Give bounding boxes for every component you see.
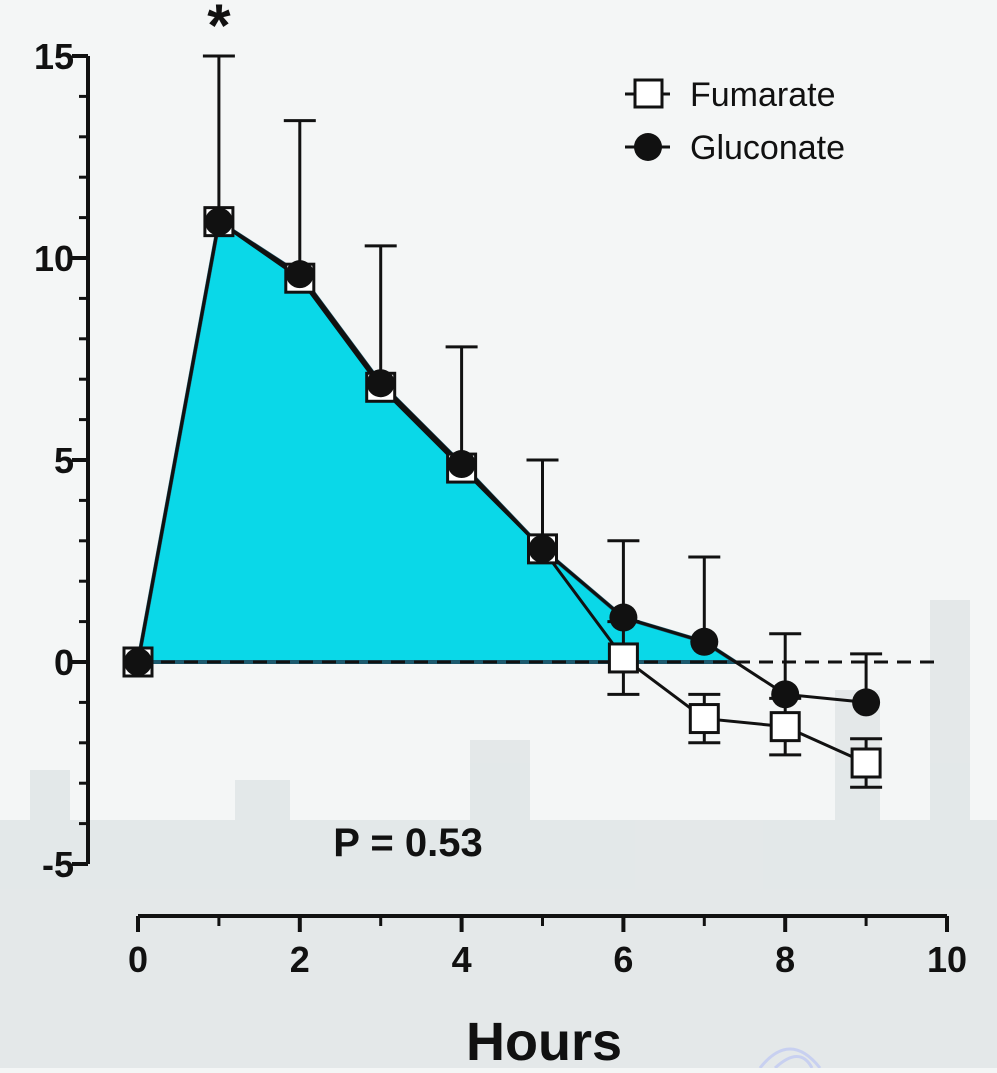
legend-item-gluconate: Gluconate [625,129,845,167]
data-point-gluconate [852,688,881,717]
x-tick-label: 6 [613,939,633,980]
x-axis-title: Hours [466,1012,622,1068]
data-point-gluconate [447,450,476,479]
x-axis: 0 2 4 6 8 10 [128,914,967,980]
data-point-gluconate [285,260,314,289]
data-point-gluconate [366,369,395,398]
y-tick-label: 10 [34,238,74,279]
y-tick-label: -5 [42,844,74,885]
x-tick-label: 0 [128,939,148,980]
legend-label-fumarate: Fumarate [690,76,836,114]
data-point-gluconate [204,207,233,236]
data-point-gluconate [771,680,800,709]
decorative-ribbon [758,1047,822,1070]
x-tick-label: 2 [290,939,310,980]
legend-item-fumarate: Fumarate [625,76,836,114]
p-value-annotation: P = 0.53 [333,821,482,865]
open-square-marker-icon [633,78,664,109]
data-point-gluconate [609,603,638,632]
y-axis: 15 10 5 0 -5 [34,36,90,885]
y-tick-label: 15 [34,36,74,77]
data-point-fumarate [850,747,882,779]
x-tick-label: 10 [927,939,967,980]
y-tick-label: 0 [54,642,74,683]
data-point-gluconate [124,648,152,676]
series-line-gluconate [136,219,867,704]
significance-asterisk: * [207,0,231,59]
x-tick-label: 4 [452,939,472,980]
legend: Fumarate Gluconate [625,76,845,167]
data-point-fumarate [688,703,720,735]
filled-circle-marker-icon [634,133,662,161]
data-point-gluconate [528,534,557,563]
series-layer [122,54,883,789]
data-point-gluconate [690,627,719,656]
legend-label-gluconate: Gluconate [690,129,845,167]
x-tick-label: 8 [775,939,795,980]
data-point-fumarate [769,711,801,743]
background-skyline [0,600,997,1068]
data-point-fumarate [607,642,639,674]
y-tick-label: 5 [54,440,74,481]
